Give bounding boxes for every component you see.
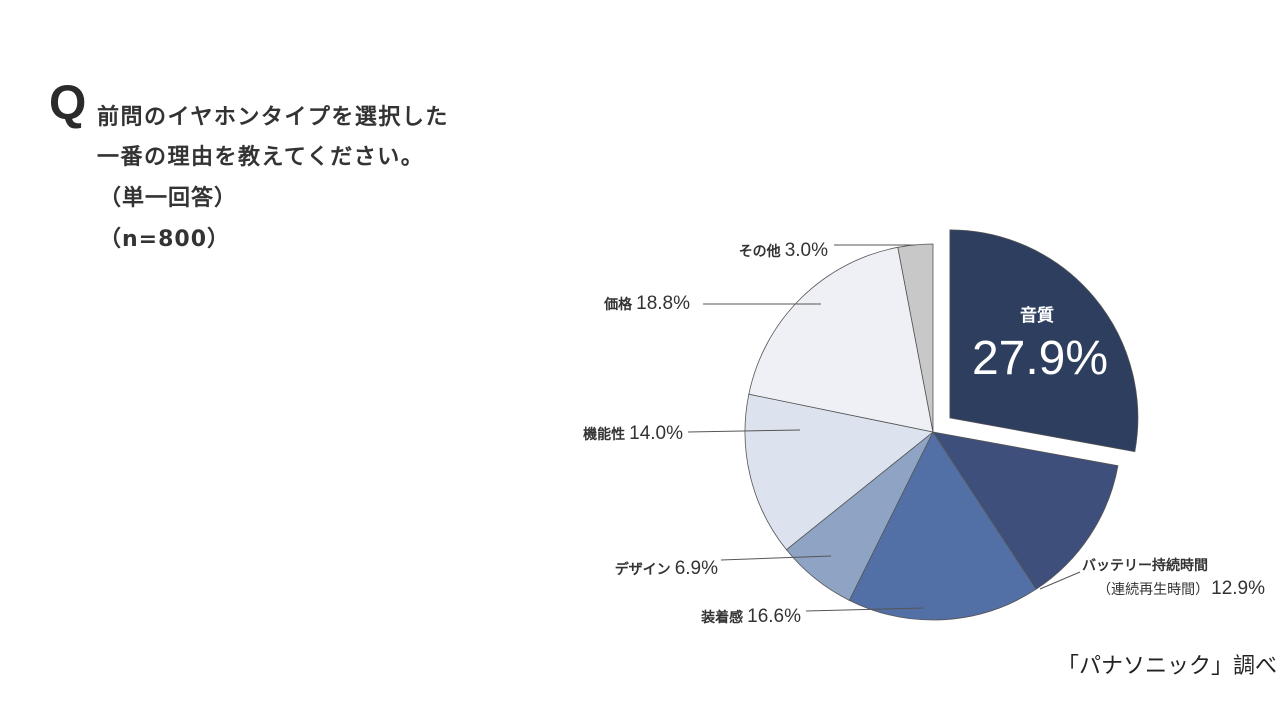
slice-label-price: 価格 18.8%	[603, 293, 690, 314]
sample-size-note: （n=800）	[99, 227, 231, 252]
slice-label-fit: 装着感 16.6%	[700, 606, 801, 627]
slice-labels: 音質 27.9% バッテリー持続時間 （連続再生時間） 12.9% 装着感 16.6…	[583, 240, 1265, 627]
leader-line-design	[720, 555, 832, 561]
leader-line-fit	[805, 607, 924, 612]
slice-subname-battery-life: （連続再生時間）	[1097, 581, 1209, 598]
pie-slices	[744, 229, 1139, 621]
leader-line-battery-life	[1039, 571, 1081, 590]
slice-name-battery-life: バッテリー持続時間	[1082, 557, 1208, 574]
slice-value-price: 18.8%	[636, 293, 690, 314]
question-line-1: 前問のイヤホンタイプを選択した	[97, 105, 449, 130]
slice-name-sound-quality: 音質	[1020, 305, 1054, 326]
slice-value-functionality: 14.0%	[629, 423, 683, 444]
leader-line-functionality	[687, 429, 801, 433]
slice-name-fit: 装着感	[700, 609, 743, 626]
slice-label-battery-life-sub: （連続再生時間） 12.9%	[1097, 578, 1265, 599]
question-line-2: 一番の理由を教えてください。	[97, 145, 425, 170]
pie-slice-battery-life	[932, 431, 1119, 590]
slice-name-design: デザイン	[615, 561, 671, 578]
source-note: 「パナソニック」調べ	[1057, 654, 1277, 679]
pie-slice-sound-quality	[949, 229, 1139, 453]
slice-name-price: 価格	[603, 296, 633, 313]
question-prefix: Q	[49, 77, 87, 130]
slice-value-sound-quality-text: 27.9%	[972, 332, 1108, 385]
slice-label-sound-quality: 音質	[1020, 305, 1054, 326]
slice-value-sound-quality: 27.9%	[972, 332, 1108, 385]
pie-slice-functionality	[744, 393, 934, 551]
slice-value-fit: 16.6%	[747, 606, 801, 627]
slice-value-other: 3.0%	[785, 240, 828, 261]
slice-label-battery-life: バッテリー持続時間	[1082, 557, 1208, 574]
slice-name-functionality: 機能性	[583, 426, 625, 443]
slice-label-design: デザイン 6.9%	[615, 558, 718, 579]
answer-type-note: （単一回答）	[99, 186, 238, 211]
slice-label-functionality: 機能性 14.0%	[583, 423, 683, 444]
pie-slice-fit	[848, 431, 1037, 621]
pie-slice-price	[748, 246, 934, 433]
slice-label-other: その他 3.0%	[739, 240, 828, 261]
slice-name-other: その他	[739, 243, 781, 260]
slice-value-design: 6.9%	[675, 558, 718, 579]
slice-value-battery-life: 12.9%	[1211, 578, 1265, 599]
